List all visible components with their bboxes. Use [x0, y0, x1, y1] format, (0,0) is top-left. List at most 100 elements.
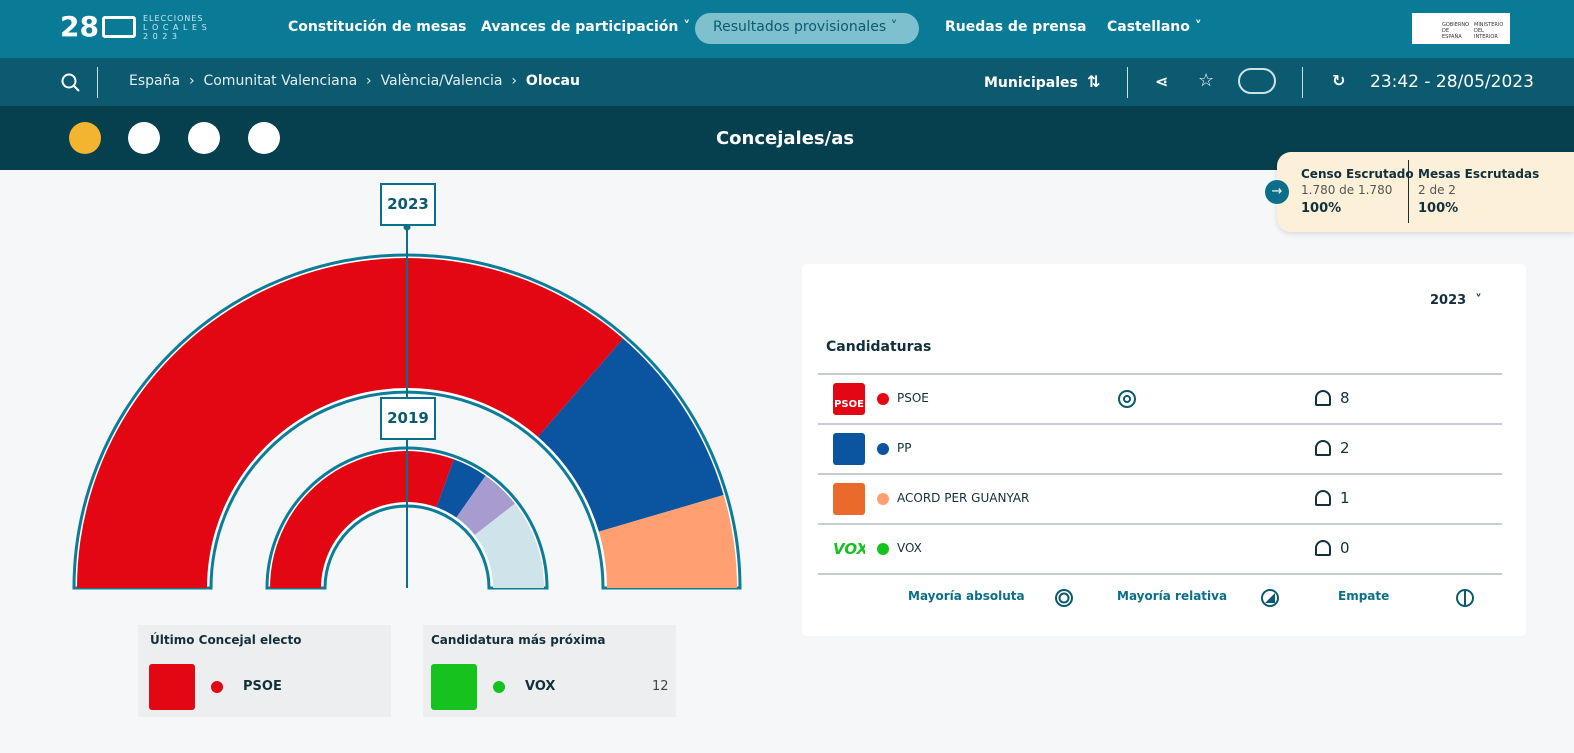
year-select[interactable]: 2023 ˅ — [1430, 293, 1482, 308]
nav-link[interactable]: Ruedas de prensa — [945, 19, 1087, 35]
person-icon — [1315, 490, 1331, 506]
party-logo — [833, 433, 865, 465]
seat-arc — [598, 495, 737, 588]
row-line — [818, 523, 1502, 525]
live-icon[interactable] — [1238, 68, 1276, 94]
search-icon[interactable] — [60, 72, 82, 94]
party-swatch — [149, 664, 195, 710]
census-label: Censo Escrutado — [1301, 167, 1414, 181]
refresh-icon[interactable]: ↻ — [1332, 71, 1346, 90]
crumb[interactable]: Comunitat Valenciana — [203, 73, 358, 89]
view-candidates[interactable] — [188, 122, 220, 154]
active-nav-pill[interactable] — [695, 13, 919, 44]
legend-label: Mayoría relativa — [1117, 589, 1228, 603]
last-elected-card: Último Concejal electo PSOE — [138, 625, 391, 717]
party-logo — [833, 483, 865, 515]
divider — [97, 67, 98, 98]
scrutiny-box: → Censo Escrutado 1.780 de 1.780 100% Me… — [1265, 152, 1574, 232]
person-icon — [1315, 540, 1331, 556]
row-line — [818, 573, 1502, 575]
legend-icon — [1055, 589, 1073, 607]
section-title: Concejales/as — [715, 128, 855, 149]
results-heading: Candidaturas — [826, 339, 932, 355]
seats: 0 — [1340, 539, 1350, 557]
tables-detail: 2 de 2 — [1418, 183, 1456, 197]
legend-icon — [1456, 589, 1474, 607]
card-label: Último Concejal electo — [150, 633, 302, 647]
year-label: 2023 — [380, 183, 436, 226]
person-icon — [1315, 390, 1331, 406]
sub-bar — [0, 58, 1574, 106]
logo-line: L O C A L E S — [143, 23, 208, 32]
tables-label: Mesas Escrutadas — [1418, 167, 1540, 181]
row-line — [818, 373, 1502, 375]
year-label: 2019 — [380, 397, 436, 440]
crumb[interactable]: València/Valencia — [380, 73, 503, 89]
gov-logo: GOBIERNO DE ESPAÑA MINISTERIO DEL INTERI… — [1412, 13, 1510, 44]
language-select[interactable]: Castellano ˅ — [1107, 19, 1202, 35]
divider — [1302, 67, 1303, 98]
nav-text: Avances de participación — [481, 19, 679, 35]
favorite-icon[interactable]: ☆ — [1198, 70, 1215, 91]
party-dot — [877, 543, 889, 555]
nav-link[interactable]: Resultados provisionales ˅ — [713, 19, 898, 35]
party-dot — [493, 681, 505, 693]
seats: 8 — [1340, 389, 1350, 407]
view-seats[interactable] — [69, 122, 101, 154]
legend-label: Empate — [1338, 589, 1390, 603]
closest-card: Candidatura más próxima VOX 12 — [423, 625, 676, 717]
share-icon[interactable]: ⋖ — [1155, 72, 1169, 91]
majority-icon — [1118, 390, 1136, 408]
nav-text: Resultados provisionales — [713, 19, 887, 35]
card-label: Candidatura más próxima — [431, 633, 606, 647]
party-name: PSOE — [243, 679, 282, 694]
election-type[interactable]: Municipales — [984, 75, 1078, 91]
census-detail: 1.780 de 1.780 — [1301, 183, 1393, 197]
sort-icon[interactable]: ⇅ — [1087, 72, 1101, 91]
crumb-current: Olocau — [525, 73, 580, 89]
collapse-button[interactable]: → — [1265, 180, 1289, 204]
year-text: 2023 — [1430, 293, 1467, 308]
person-icon — [1315, 440, 1331, 456]
seats: 1 — [1340, 489, 1350, 507]
logo-text: ELECCIONES L O C A L E S 2 0 2 3 — [143, 14, 208, 41]
party-logo: PSOE — [833, 383, 865, 415]
party-name: VOX — [897, 541, 922, 555]
crumb[interactable]: España — [129, 73, 181, 89]
view-bars[interactable] — [128, 122, 160, 154]
party-swatch — [431, 664, 477, 710]
prior-arc — [436, 459, 486, 518]
breadcrumb: España › Comunitat Valenciana › València… — [129, 73, 580, 89]
nav-text: Castellano — [1107, 19, 1190, 35]
nav-link[interactable]: Constitución de mesas — [288, 19, 467, 35]
legend-label: Mayoría absoluta — [908, 589, 1025, 603]
divider — [1408, 160, 1409, 223]
logo-line: 2 0 2 3 — [143, 32, 178, 41]
party-name: PP — [897, 441, 912, 455]
logo-envelope — [102, 16, 136, 38]
party-name: PSOE — [897, 391, 929, 405]
party-dot — [877, 443, 889, 455]
ministry-text: MINISTERIO DEL INTERIOR — [1474, 22, 1504, 40]
party-name: VOX — [525, 679, 556, 694]
party-logo: VOX — [833, 540, 865, 558]
seats: 2 — [1340, 439, 1350, 457]
party-dot — [877, 493, 889, 505]
prior-arc — [456, 475, 515, 536]
divider — [1127, 67, 1128, 98]
party-name: ACORD PER GUANYAR — [897, 491, 1030, 505]
party-dot — [211, 681, 223, 693]
seat-arc — [537, 338, 724, 532]
votes-needed: 12 — [652, 679, 669, 694]
nav-link[interactable]: Avances de participación ˅ — [481, 19, 691, 35]
view-map[interactable] — [248, 122, 280, 154]
legend-icon — [1261, 589, 1279, 607]
seat-arc — [77, 258, 624, 588]
gov-text: GOBIERNO DE ESPAÑA — [1442, 22, 1470, 40]
party-dot — [877, 393, 889, 405]
hemicycle-chart — [72, 223, 742, 590]
logo-number: 28 — [60, 10, 99, 43]
logo-line: ELECCIONES — [143, 14, 204, 23]
prior-arc — [474, 503, 544, 588]
